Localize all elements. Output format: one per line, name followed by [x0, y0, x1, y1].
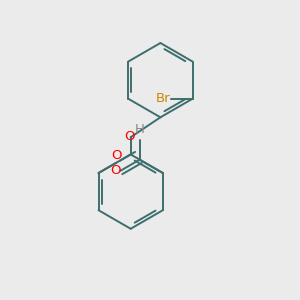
Text: O: O	[110, 164, 121, 177]
Text: O: O	[124, 130, 135, 142]
Text: O: O	[111, 149, 122, 162]
Text: H: H	[135, 123, 145, 136]
Text: Br: Br	[155, 92, 170, 105]
